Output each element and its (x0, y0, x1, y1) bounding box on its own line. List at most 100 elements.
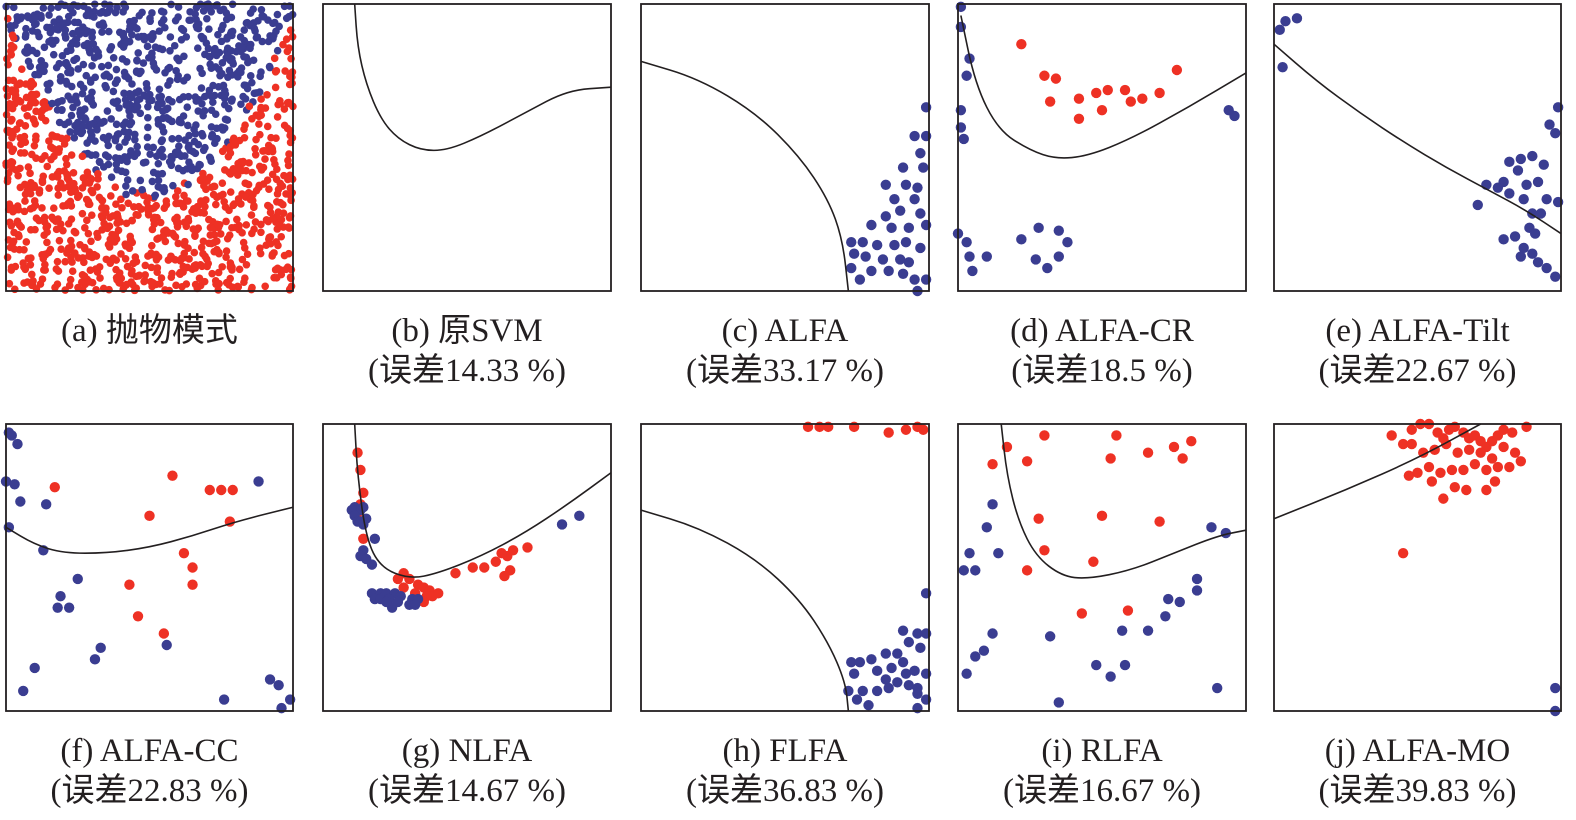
point-blue (895, 254, 906, 265)
point-blue (958, 565, 969, 576)
subplot-b (322, 3, 612, 292)
point-blue (158, 45, 167, 54)
point-red (270, 54, 279, 63)
point-red (1171, 64, 1183, 76)
point-blue (128, 187, 137, 195)
point-red (38, 178, 47, 187)
point-red (94, 170, 102, 178)
point-blue (152, 152, 161, 161)
point-blue (227, 46, 236, 55)
point-blue (915, 148, 926, 159)
point-blue (127, 93, 136, 102)
point-blue (198, 132, 207, 140)
point-red (31, 98, 40, 107)
point-red (90, 250, 98, 259)
point-red (9, 237, 18, 246)
point-blue (854, 274, 866, 285)
point-red (20, 246, 28, 254)
point-blue (220, 94, 229, 103)
point-red (152, 250, 160, 259)
point-red (30, 197, 39, 205)
point-red (63, 174, 72, 183)
point-red (499, 570, 510, 582)
point-blue (1053, 225, 1065, 236)
point-blue (909, 665, 920, 677)
point-red (43, 228, 51, 236)
point-red (1096, 510, 1108, 522)
point-red (274, 241, 282, 250)
point-red (242, 179, 250, 188)
point-blue (1044, 631, 1056, 642)
point-red (43, 162, 52, 171)
point-blue (250, 24, 259, 33)
point-blue (197, 32, 206, 41)
point-blue (381, 596, 392, 608)
point-blue (72, 573, 83, 585)
point-blue (6, 22, 15, 30)
point-red (1039, 430, 1050, 441)
point-blue (67, 82, 76, 91)
point-blue (95, 642, 106, 654)
point-blue (877, 254, 889, 265)
point-blue (125, 25, 134, 34)
point-blue (101, 151, 110, 159)
point-red (22, 93, 31, 102)
point-blue (22, 24, 30, 33)
point-red (32, 132, 40, 141)
point-red (8, 115, 16, 124)
point-blue (993, 547, 1004, 559)
point-red (88, 188, 97, 197)
caption-e: (e) ALFA-Tilt (误差22.67 %) (1258, 311, 1576, 391)
point-red (149, 279, 157, 287)
point-red (121, 255, 130, 263)
point-red (213, 220, 221, 229)
point-blue (207, 7, 216, 16)
point-blue (239, 92, 247, 101)
point-blue (967, 265, 978, 277)
point-blue (140, 32, 148, 41)
point-red (277, 232, 286, 241)
point-blue (886, 662, 897, 674)
point-red (239, 238, 248, 247)
error-rate: (误差22.67 %) (1318, 353, 1517, 389)
point-blue (76, 112, 85, 121)
point-blue (240, 26, 249, 34)
point-red (9, 34, 18, 42)
caption-h: (h) FLFA (误差36.83 %) (625, 731, 945, 811)
point-red (40, 266, 48, 274)
point-red (150, 204, 158, 212)
point-blue (223, 35, 231, 43)
point-red (238, 255, 247, 264)
point-blue (89, 40, 98, 48)
point-red (25, 103, 33, 111)
point-red (262, 216, 271, 224)
point-red (198, 173, 207, 182)
point-red (1091, 87, 1102, 99)
point-blue (130, 152, 139, 161)
point-blue (235, 67, 244, 75)
point-red (107, 192, 115, 200)
point-blue (89, 654, 101, 665)
point-blue (1472, 199, 1483, 211)
point-red (179, 262, 188, 271)
plot-frame (1273, 3, 1562, 292)
point-blue (112, 65, 121, 74)
point-red (1044, 96, 1056, 107)
point-blue (150, 192, 159, 201)
point-red (467, 562, 478, 573)
caption-j: (j) ALFA-MO (误差39.83 %) (1258, 731, 1576, 811)
point-blue (142, 92, 150, 100)
point-blue (1053, 697, 1065, 708)
point-red (24, 163, 33, 171)
point-blue (135, 11, 144, 20)
point-blue (1515, 153, 1527, 165)
point-red (86, 266, 95, 274)
point-red (187, 562, 198, 573)
point-red (1125, 96, 1137, 107)
point-blue (86, 93, 95, 102)
point-red (30, 141, 39, 150)
point-red (50, 132, 59, 141)
point-blue (1062, 237, 1073, 248)
point-red (27, 225, 35, 234)
point-blue (978, 645, 990, 656)
